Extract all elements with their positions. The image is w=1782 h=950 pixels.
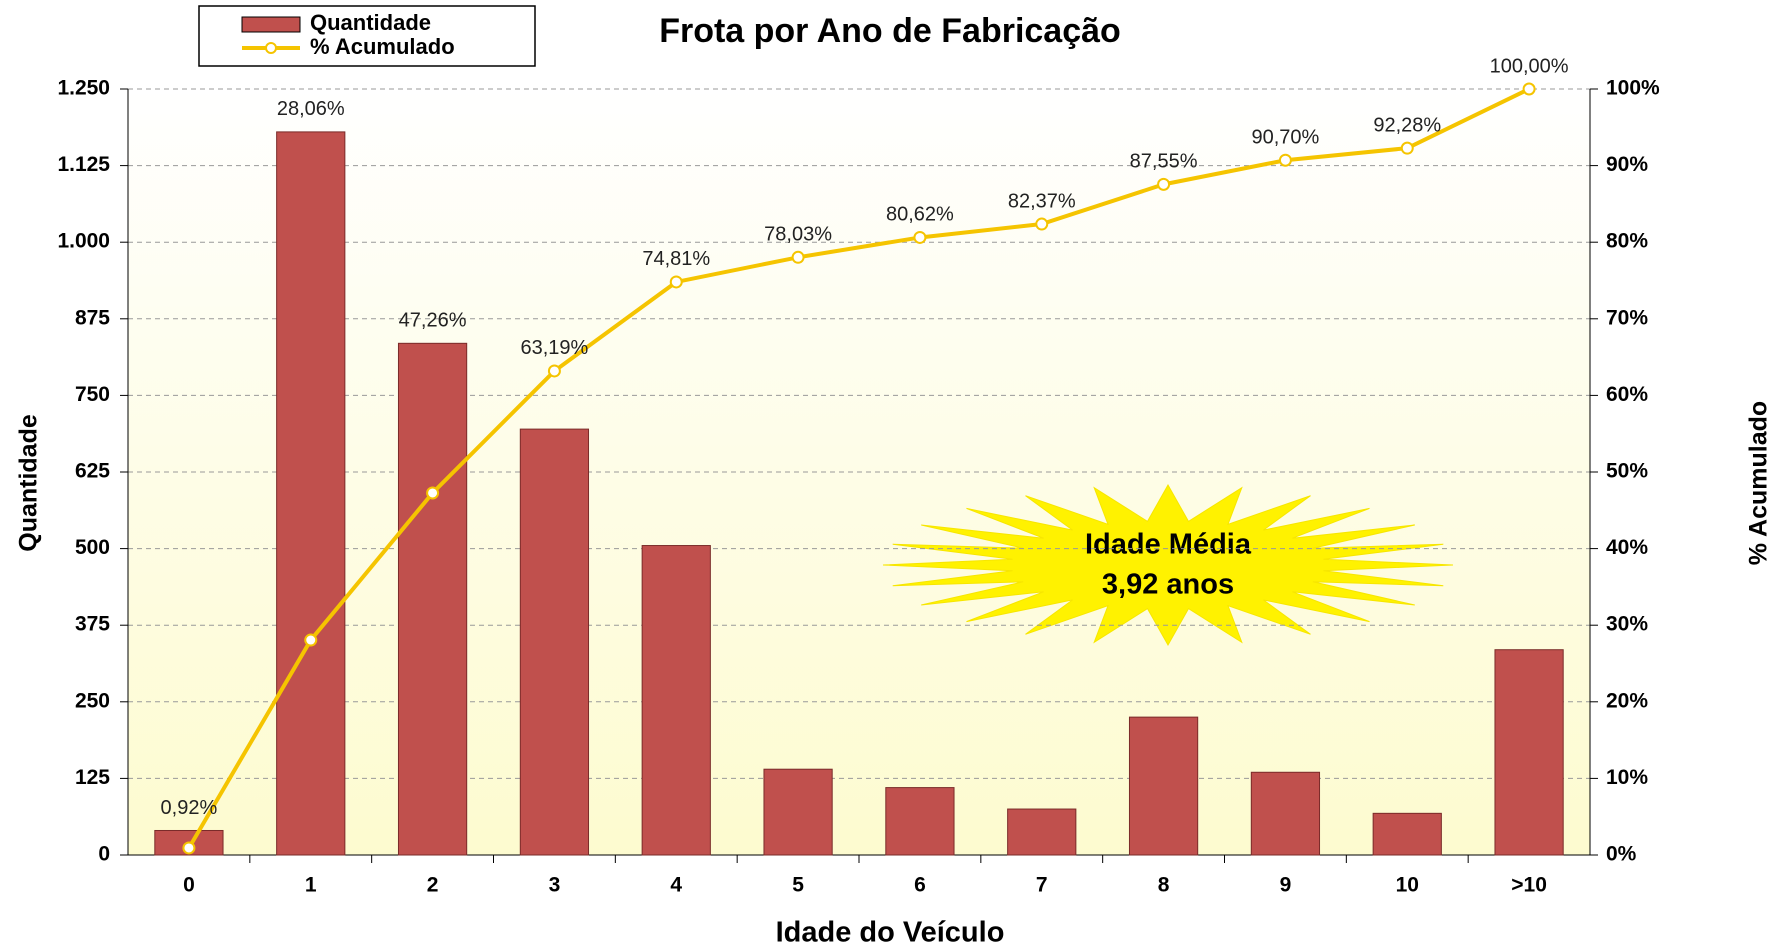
line-marker xyxy=(182,841,196,855)
y2-tick-label: 80% xyxy=(1606,230,1648,253)
line-marker xyxy=(791,250,805,264)
line-marker xyxy=(304,633,318,647)
x-tick-label: >10 xyxy=(1511,874,1547,897)
bar xyxy=(885,787,955,856)
legend xyxy=(198,5,536,67)
y-tick-label: 250 xyxy=(75,689,110,712)
y2-tick-label: 40% xyxy=(1606,536,1648,559)
bar xyxy=(1372,812,1442,856)
bar xyxy=(397,342,468,856)
legend-label: Quantidade xyxy=(310,10,431,35)
y-tick-label: 0 xyxy=(98,843,110,866)
data-label: 0,92% xyxy=(161,797,218,819)
line-marker xyxy=(669,275,683,289)
y2-tick-label: 100% xyxy=(1606,77,1660,100)
y2-tick-label: 0% xyxy=(1606,843,1637,866)
chart-title: Frota por Ano de Fabricação xyxy=(659,12,1121,50)
data-label: 47,26% xyxy=(399,310,467,332)
legend-label: % Acumulado xyxy=(310,34,455,59)
y2-tick-label: 60% xyxy=(1606,383,1648,406)
y-tick-label: 125 xyxy=(75,766,110,789)
bar xyxy=(1494,649,1564,856)
bar xyxy=(1128,716,1199,856)
x-tick-label: 1 xyxy=(305,874,317,897)
x-tick-label: 5 xyxy=(792,874,804,897)
x-tick-label: 7 xyxy=(1036,874,1048,897)
x-tick-label: 10 xyxy=(1396,874,1419,897)
x-tick-label: 3 xyxy=(549,874,561,897)
y2-tick-label: 10% xyxy=(1606,766,1648,789)
data-label: 100,00% xyxy=(1490,55,1569,77)
starburst xyxy=(882,483,1454,647)
x-tick-label: 0 xyxy=(183,874,195,897)
line-marker xyxy=(913,230,927,244)
bar xyxy=(276,131,346,856)
annotation: 3,92 anos xyxy=(1102,569,1234,601)
line-marker xyxy=(1278,153,1292,167)
bar xyxy=(1250,771,1321,856)
y2-tick-label: 30% xyxy=(1606,613,1648,636)
y-tick-label: 375 xyxy=(75,613,110,636)
x-tick-label: 4 xyxy=(670,874,682,897)
y2-tick-label: 90% xyxy=(1606,153,1648,176)
data-label: 74,81% xyxy=(642,248,710,270)
y-tick-label: 1.250 xyxy=(57,77,110,100)
data-label: 80,62% xyxy=(886,204,954,226)
annotation: Idade Média xyxy=(1085,529,1252,561)
data-label: 63,19% xyxy=(520,337,588,359)
data-label: 90,70% xyxy=(1251,127,1319,149)
data-label: 28,06% xyxy=(277,98,345,120)
bar xyxy=(519,428,590,856)
x-axis-title: Idade do Veículo xyxy=(776,917,1005,949)
bar xyxy=(1007,808,1077,856)
x-tick-label: 9 xyxy=(1280,874,1292,897)
y-tick-label: 625 xyxy=(75,460,110,483)
y-tick-label: 875 xyxy=(75,306,110,329)
y2-tick-label: 50% xyxy=(1606,460,1648,483)
bar xyxy=(763,768,833,856)
line-marker xyxy=(547,364,561,378)
bar xyxy=(641,545,711,856)
x-tick-label: 2 xyxy=(427,874,439,897)
y-tick-label: 1.000 xyxy=(57,230,110,253)
x-tick-label: 8 xyxy=(1158,874,1170,897)
y-tick-label: 500 xyxy=(75,536,110,559)
line-marker xyxy=(1035,217,1049,231)
legend-swatch xyxy=(241,16,301,33)
line xyxy=(187,87,1530,849)
line-marker xyxy=(1157,177,1171,191)
data-label: 78,03% xyxy=(764,224,832,246)
x-tick-label: 6 xyxy=(914,874,926,897)
y-axis-title: Quantidade xyxy=(15,414,43,552)
data-label: 92,28% xyxy=(1373,114,1441,136)
data-label: 87,55% xyxy=(1130,151,1198,173)
y2-tick-label: 70% xyxy=(1606,306,1648,329)
data-label: 82,37% xyxy=(1008,190,1076,212)
line-marker xyxy=(1400,141,1414,155)
y-tick-label: 750 xyxy=(75,383,110,406)
line-marker xyxy=(426,486,440,500)
y-tick-label: 1.125 xyxy=(57,153,110,176)
y2-axis-title: % Acumulado xyxy=(1745,401,1773,565)
line-marker xyxy=(1522,82,1536,96)
y2-tick-label: 20% xyxy=(1606,689,1648,712)
legend-marker xyxy=(265,42,277,54)
